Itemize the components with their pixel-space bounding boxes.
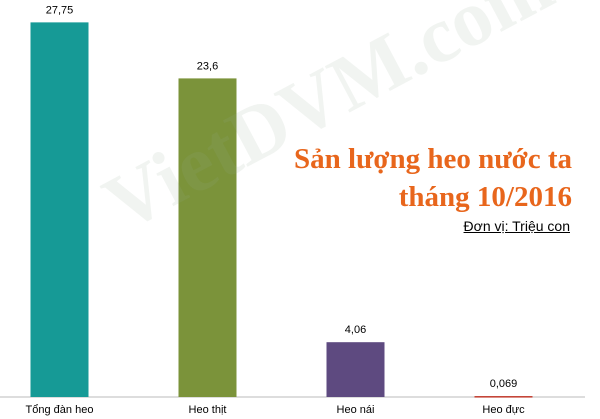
bar bbox=[30, 22, 89, 397]
bar bbox=[178, 78, 237, 398]
value-label: 23,6 bbox=[197, 60, 218, 72]
x-tick-label: Heo thịt bbox=[189, 404, 227, 416]
x-tick-label: Tổng đàn heo bbox=[26, 404, 94, 416]
x-tick-label: Heo đực bbox=[482, 404, 525, 416]
chart-subtitle: Đơn vị: Triệu con bbox=[463, 218, 570, 234]
value-label: 0,069 bbox=[490, 378, 518, 390]
value-label: 27,75 bbox=[46, 4, 74, 16]
bar bbox=[326, 342, 385, 397]
value-label: 4,06 bbox=[345, 324, 366, 336]
x-tick-label: Heo nái bbox=[337, 404, 375, 416]
chart-title: Sản lượng heo nước ta tháng 10/2016 bbox=[293, 143, 572, 213]
bar bbox=[474, 396, 533, 398]
